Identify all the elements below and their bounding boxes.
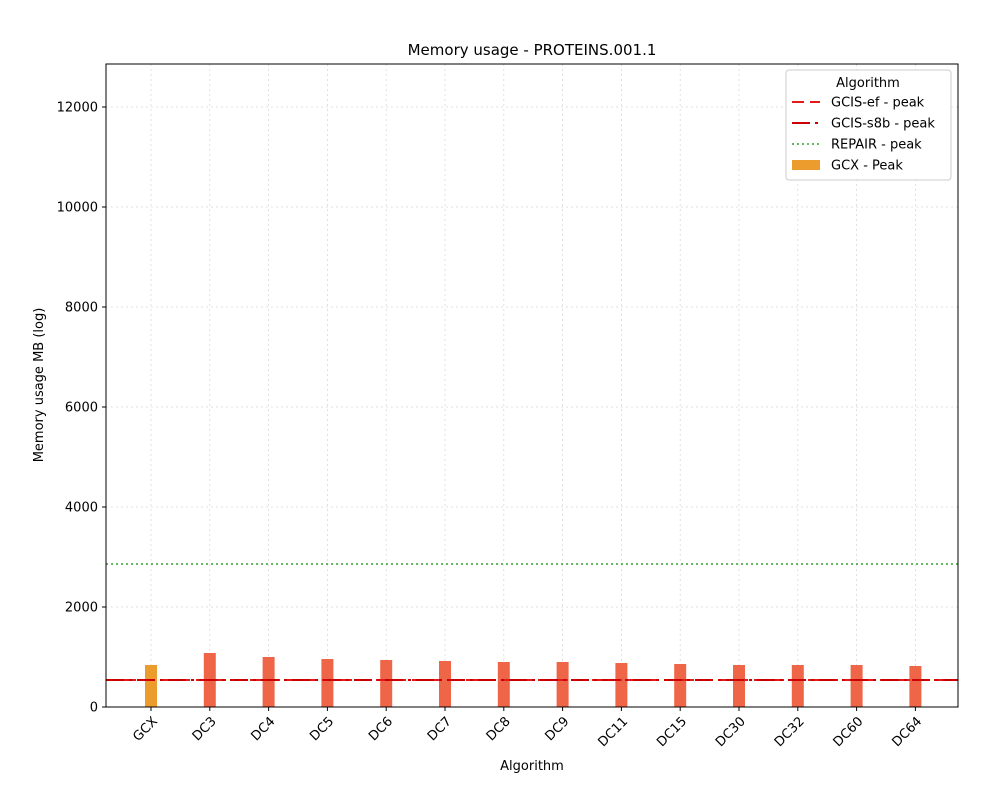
y-axis-label: Memory usage MB (log) <box>32 308 47 463</box>
grid-layer <box>106 64 958 708</box>
bar <box>791 665 804 707</box>
x-axis: GCX DC3 DC4 DC5 DC6 DC7 DC8 DC9 DC11 DC15 DC30 DC32… <box>130 707 925 750</box>
bar <box>380 660 393 707</box>
y-tick-label: 4000 <box>65 501 98 516</box>
x-tick-label: DC5 <box>307 714 337 744</box>
x-tick-label: DC60 <box>831 714 867 750</box>
x-tick-label: GCX <box>130 714 161 745</box>
x-tick-label: DC15 <box>654 714 690 750</box>
y-tick-label: 0 <box>90 701 98 716</box>
bar <box>439 661 451 707</box>
legend-patch-swatch <box>792 160 820 170</box>
bar <box>556 662 569 707</box>
bar <box>909 666 922 707</box>
legend-box <box>785 69 952 181</box>
chart-title: Memory usage - PROTEINS.001.1 <box>408 41 657 59</box>
legend-entry-label: GCIS-s8b - peak <box>831 117 935 132</box>
x-axis-label: Algorithm <box>500 759 564 774</box>
x-tick-label: DC32 <box>772 714 808 750</box>
bar <box>674 664 687 707</box>
bars-layer <box>145 653 922 707</box>
y-tick-label: 8000 <box>65 301 98 316</box>
legend-entry-label: REPAIR - peak <box>831 138 922 153</box>
bar <box>262 657 275 707</box>
legend-title: Algorithm <box>836 76 900 91</box>
x-tick-label: DC11 <box>595 714 631 750</box>
x-tick-label: DC64 <box>889 714 925 750</box>
reference-lines-layer <box>106 563 958 681</box>
x-tick-label: DC3 <box>190 714 220 744</box>
y-tick-label: 12000 <box>57 101 98 116</box>
legend[interactable]: Algorithm GCIS-ef - peak GCIS-s8b - peak R… <box>785 69 952 181</box>
legend-entry-label: GCX - Peak <box>831 159 903 174</box>
bar <box>733 665 745 707</box>
x-tick-label: DC30 <box>713 714 749 750</box>
legend-entry-label: GCIS-ef - peak <box>831 96 925 111</box>
y-tick-label: 10000 <box>57 201 98 216</box>
bar <box>497 662 510 707</box>
x-tick-label: DC4 <box>248 714 278 744</box>
x-tick-label: DC7 <box>425 714 455 744</box>
bar <box>321 659 334 707</box>
bar <box>850 665 863 707</box>
bar <box>145 665 157 707</box>
y-tick-label: 2000 <box>65 601 98 616</box>
bar <box>615 663 628 707</box>
plot-frame <box>105 63 959 708</box>
x-tick-label: DC8 <box>484 714 514 744</box>
y-tick-label: 6000 <box>65 401 98 416</box>
x-tick-label: DC9 <box>542 714 572 744</box>
x-tick-label: DC6 <box>366 714 396 744</box>
y-axis: 0 2000 4000 6000 8000 10000 12000 <box>57 101 106 716</box>
